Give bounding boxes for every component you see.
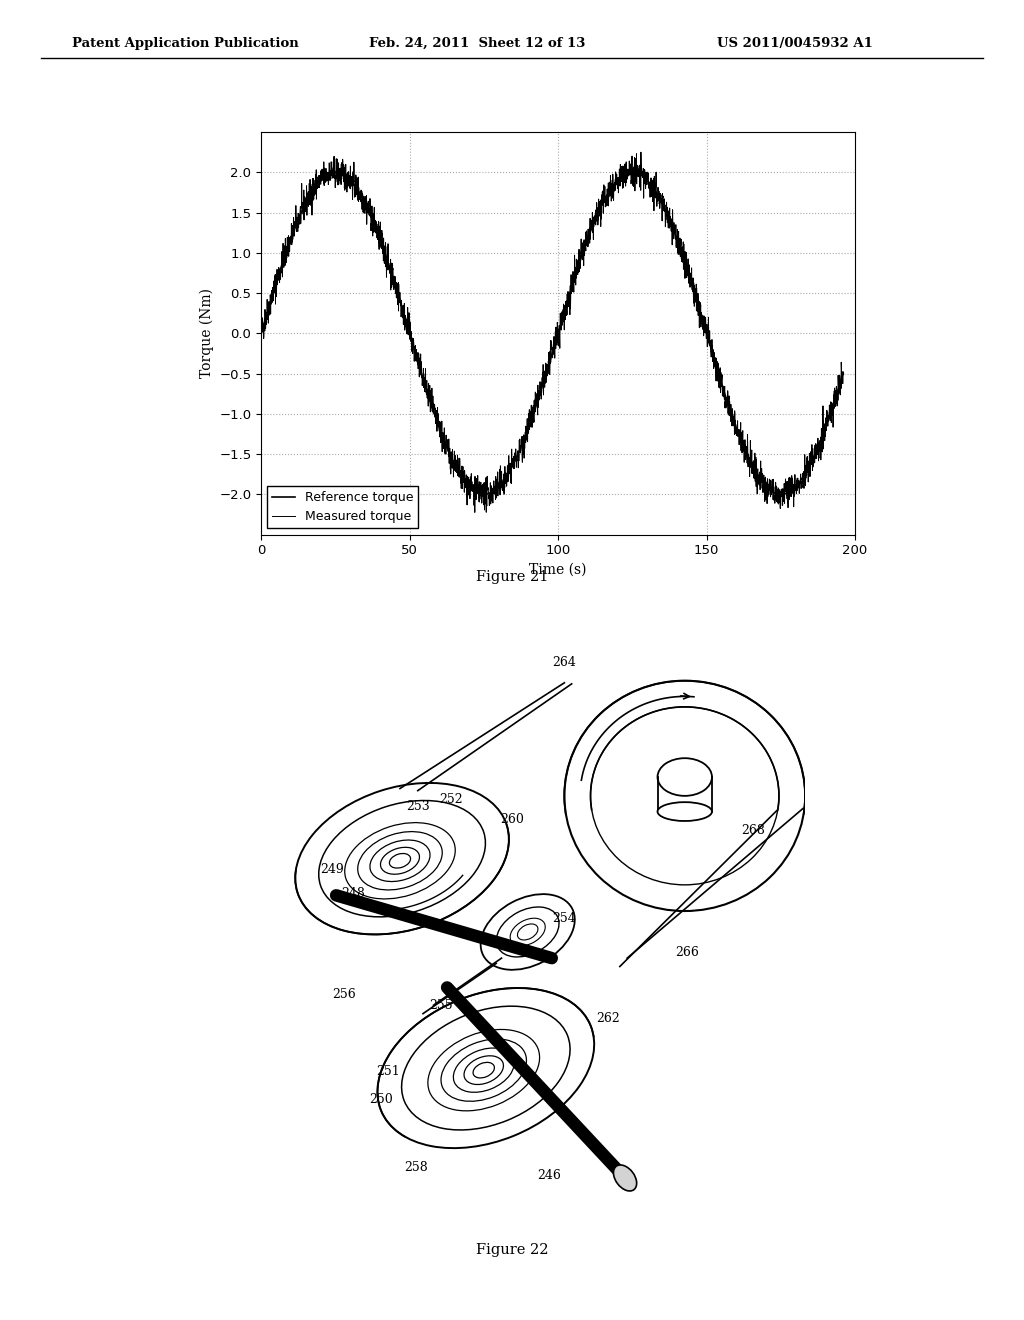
X-axis label: Time (s): Time (s): [529, 562, 587, 577]
Text: 254: 254: [553, 912, 577, 925]
Text: 251: 251: [377, 1065, 400, 1077]
Ellipse shape: [657, 803, 712, 821]
Text: 260: 260: [500, 813, 524, 826]
Text: 248: 248: [341, 887, 365, 900]
Measured torque: [504, 463, 516, 479]
Reference torque: [837, 366, 849, 381]
Text: Figure 22: Figure 22: [476, 1243, 548, 1258]
Line: Measured torque: Measured torque: [261, 152, 843, 512]
Measured torque: [763, 471, 775, 487]
Text: 246: 246: [537, 1170, 560, 1183]
Line: Reference torque: Reference torque: [261, 173, 843, 494]
Reference torque: [775, 486, 787, 502]
Text: 268: 268: [740, 824, 765, 837]
Ellipse shape: [657, 758, 712, 796]
Measured torque: [255, 322, 267, 338]
Reference torque: [627, 165, 639, 181]
Measured torque: [322, 165, 334, 181]
Reference torque: [356, 189, 369, 205]
Measured torque: [469, 504, 481, 520]
Text: Figure 21: Figure 21: [476, 570, 548, 585]
Text: 262: 262: [596, 1012, 621, 1026]
Measured torque: [837, 367, 849, 383]
Measured torque: [826, 396, 839, 412]
Text: 249: 249: [321, 863, 344, 875]
Text: 252: 252: [439, 792, 463, 805]
Reference torque: [826, 400, 839, 416]
Reference torque: [478, 486, 490, 502]
Text: Patent Application Publication: Patent Application Publication: [72, 37, 298, 50]
Legend: Reference torque, Measured torque: Reference torque, Measured torque: [267, 486, 419, 528]
Text: 250: 250: [370, 1093, 393, 1106]
Text: 255: 255: [429, 999, 453, 1011]
Reference torque: [504, 463, 516, 479]
Measured torque: [635, 144, 647, 160]
Text: 258: 258: [403, 1162, 428, 1173]
Text: 264: 264: [552, 656, 577, 669]
Text: 253: 253: [406, 800, 430, 813]
Y-axis label: Torque (Nm): Torque (Nm): [200, 288, 214, 379]
Reference torque: [322, 166, 334, 182]
Text: 266: 266: [675, 946, 698, 960]
Measured torque: [356, 202, 369, 218]
Reference torque: [255, 326, 267, 342]
Text: US 2011/0045932 A1: US 2011/0045932 A1: [717, 37, 872, 50]
Text: 256: 256: [333, 989, 356, 1002]
Reference torque: [763, 482, 775, 498]
Ellipse shape: [613, 1166, 637, 1191]
Measured torque: [478, 502, 490, 517]
Text: Feb. 24, 2011  Sheet 12 of 13: Feb. 24, 2011 Sheet 12 of 13: [369, 37, 585, 50]
